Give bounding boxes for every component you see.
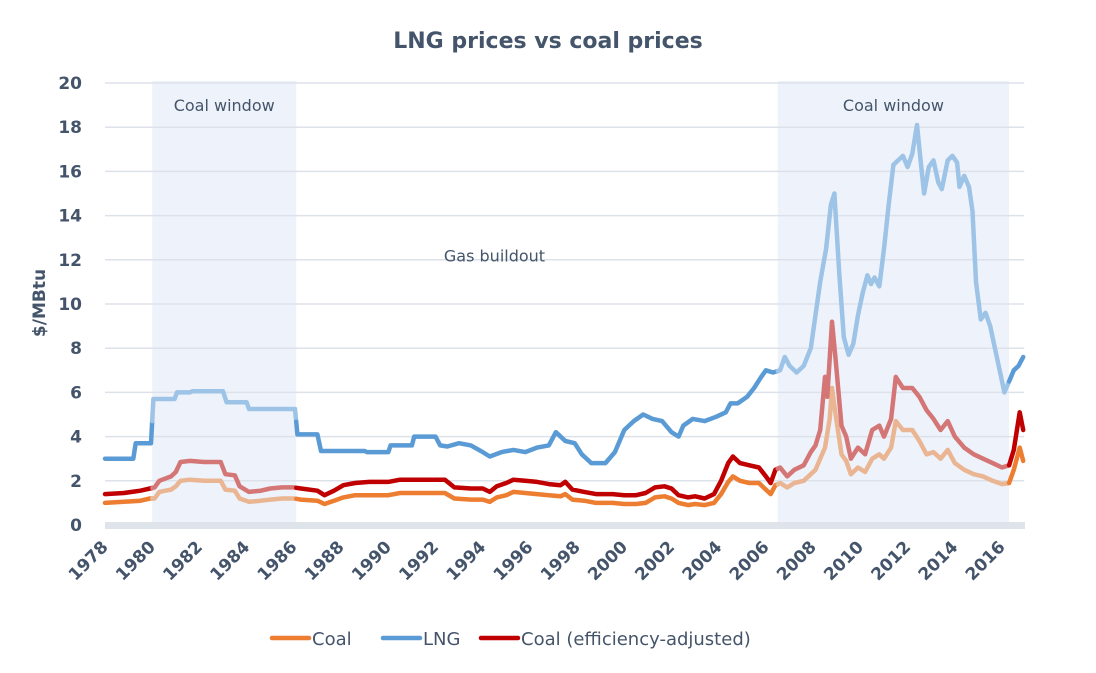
series-coal-efficiency-adjusted <box>102 319 1026 501</box>
series-line <box>293 368 781 466</box>
coal-window-label: Coal window <box>843 96 944 115</box>
series-lng <box>102 122 1026 466</box>
series-line-highlighted <box>775 385 1012 490</box>
y-tick-label: 10 <box>58 295 82 315</box>
series-line <box>293 474 781 508</box>
series-coal <box>102 385 1026 508</box>
series-line-highlighted <box>775 319 1012 479</box>
y-tick-label: 16 <box>58 162 82 182</box>
chart-title: LNG prices vs coal prices <box>393 29 703 54</box>
annotations: Coal window Coal window Gas buildout <box>174 96 944 265</box>
series-line <box>1006 445 1026 486</box>
legend-item: Coal (efficiency-adjusted) <box>478 629 751 650</box>
y-tick-label: 0 <box>70 516 82 536</box>
series-lines <box>102 122 1026 508</box>
series-line-highlighted <box>775 122 1012 395</box>
legend-item: Coal <box>269 629 352 650</box>
y-tick-label: 8 <box>70 339 82 359</box>
legend-label: Coal <box>312 629 352 650</box>
series-line-highlighted <box>149 389 299 424</box>
y-tick-label: 18 <box>58 118 82 138</box>
series-line-highlighted <box>149 477 299 505</box>
coal-window-label: Coal window <box>174 96 275 115</box>
y-tick-label: 2 <box>70 472 82 492</box>
series-line <box>1006 354 1026 384</box>
y-axis-ticks: 0 2 4 6 8 10 12 14 16 18 20 <box>58 74 82 536</box>
legend: Coal LNG Coal (efficiency-adjusted) <box>269 629 751 650</box>
legend-label: Coal (efficiency-adjusted) <box>521 629 751 650</box>
series-line <box>1006 410 1026 468</box>
coal-window-region <box>777 81 1010 525</box>
coal-window-region <box>152 81 297 525</box>
y-tick-label: 6 <box>70 383 82 403</box>
legend-item: LNG <box>380 629 460 650</box>
gridlines <box>105 82 1025 482</box>
y-tick-label: 12 <box>58 251 82 271</box>
legend-label: LNG <box>423 629 460 650</box>
y-tick-label: 4 <box>70 428 82 448</box>
x-axis-line <box>105 522 1025 529</box>
y-tick-label: 20 <box>58 74 82 94</box>
series-line <box>293 454 781 501</box>
series-line <box>102 418 155 461</box>
series-line-highlighted <box>149 458 299 495</box>
y-axis-label: $/MBtu <box>30 269 50 337</box>
y-tick-label: 14 <box>58 207 82 227</box>
gas-buildout-label: Gas buildout <box>444 246 545 265</box>
